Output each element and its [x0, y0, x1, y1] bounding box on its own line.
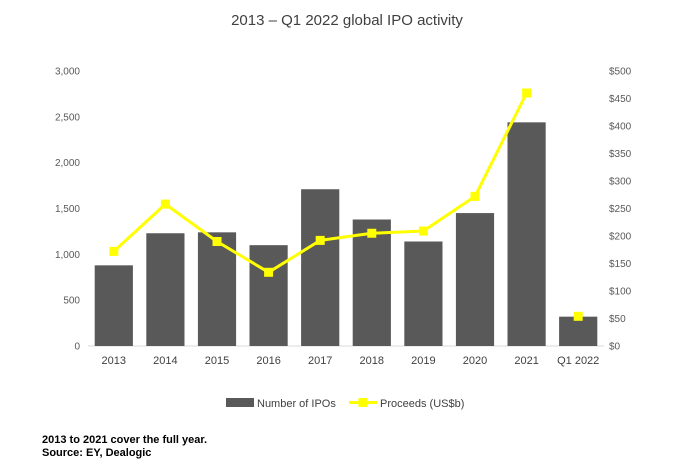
x-axis-tick-label: 2017 — [308, 355, 332, 367]
x-axis-tick-label: 2019 — [411, 355, 435, 367]
proceeds-marker-2013 — [109, 246, 119, 256]
right-axis-tick-label: $450 — [609, 94, 632, 105]
proceeds-marker-2020 — [470, 191, 480, 201]
proceeds-marker-2015 — [212, 237, 222, 246]
proceeds-marker-2021 — [522, 88, 532, 98]
x-axis-ticks: 2013 2014 2015 2016 2017 2018 2019 2020 2021 Q1 2… — [102, 355, 600, 367]
proceeds-marker-2018 — [367, 228, 377, 238]
left-axis-tick-label: 1,500 — [55, 204, 80, 215]
bar-2016 — [249, 245, 288, 346]
left-axis-tick-label: 3,000 — [55, 67, 80, 78]
right-axis-tick-label: $200 — [609, 232, 632, 243]
right-axis-tick-label: $100 — [609, 287, 632, 298]
bar-2019 — [404, 241, 443, 346]
right-axis-ticks: $0 $50 $100 $150 $200 $250 $300 $350 $400 $450 $50… — [609, 67, 632, 353]
chart-title: 2013 – Q1 2022 global IPO activity — [231, 12, 463, 29]
right-axis-tick-label: $50 — [609, 314, 626, 325]
x-axis-tick-label: 2013 — [102, 355, 126, 367]
right-axis-tick-label: $350 — [609, 149, 632, 160]
bar-2014 — [146, 233, 185, 346]
x-axis-tick-label: 2016 — [256, 355, 280, 367]
left-axis-tick-label: 500 — [63, 296, 80, 307]
bars-series — [94, 122, 598, 346]
bar-2013 — [94, 265, 133, 346]
right-axis-tick-label: $0 — [609, 342, 621, 353]
left-axis-ticks: 0 500 1,000 1,500 2,000 2,500 3,000 — [55, 67, 80, 353]
right-axis-tick-label: $400 — [609, 122, 632, 133]
legend-swatch-proceeds-marker — [358, 398, 368, 407]
proceeds-marker-2014 — [160, 199, 170, 209]
bar-2021 — [507, 122, 546, 346]
proceeds-marker-2019 — [418, 226, 428, 236]
x-axis-tick-label: 2018 — [360, 355, 384, 367]
legend-label-proceeds: Proceeds (US$b) — [380, 398, 464, 410]
legend-swatch-number-of-ipos — [226, 398, 254, 407]
x-axis-tick-label: 2021 — [514, 355, 538, 367]
bar-2020 — [455, 213, 495, 346]
right-axis-tick-label: $250 — [609, 204, 632, 215]
bar-2017 — [301, 189, 340, 346]
x-axis-tick-label: 2020 — [463, 355, 487, 367]
bar-2015 — [197, 232, 237, 346]
left-axis-tick-label: 2,500 — [55, 112, 80, 123]
legend: Number of IPOs Proceeds (US$b) — [226, 398, 464, 410]
footnote-source: Source: EY, Dealogic — [42, 447, 152, 459]
bar-2018 — [352, 219, 391, 346]
line-series — [109, 88, 583, 321]
x-axis-tick-label: 2014 — [153, 355, 177, 367]
proceeds-marker-2016 — [264, 267, 274, 277]
footnote-coverage: 2013 to 2021 cover the full year. — [42, 434, 208, 446]
left-axis-tick-label: 2,000 — [55, 158, 80, 169]
x-axis-tick-label: 2015 — [205, 355, 229, 367]
proceeds-marker-q1-2022 — [573, 311, 583, 321]
x-axis-tick-label: Q1 2022 — [557, 355, 599, 367]
left-axis-tick-label: 0 — [74, 342, 80, 353]
bar-q1-2022 — [559, 316, 598, 346]
right-axis-tick-label: $300 — [609, 177, 632, 188]
legend-label-number-of-ipos: Number of IPOs — [257, 398, 336, 410]
proceeds-marker-2017 — [315, 235, 325, 245]
right-axis-tick-label: $500 — [609, 67, 632, 78]
right-axis-tick-label: $150 — [609, 259, 632, 270]
left-axis-tick-label: 1,000 — [55, 250, 80, 261]
